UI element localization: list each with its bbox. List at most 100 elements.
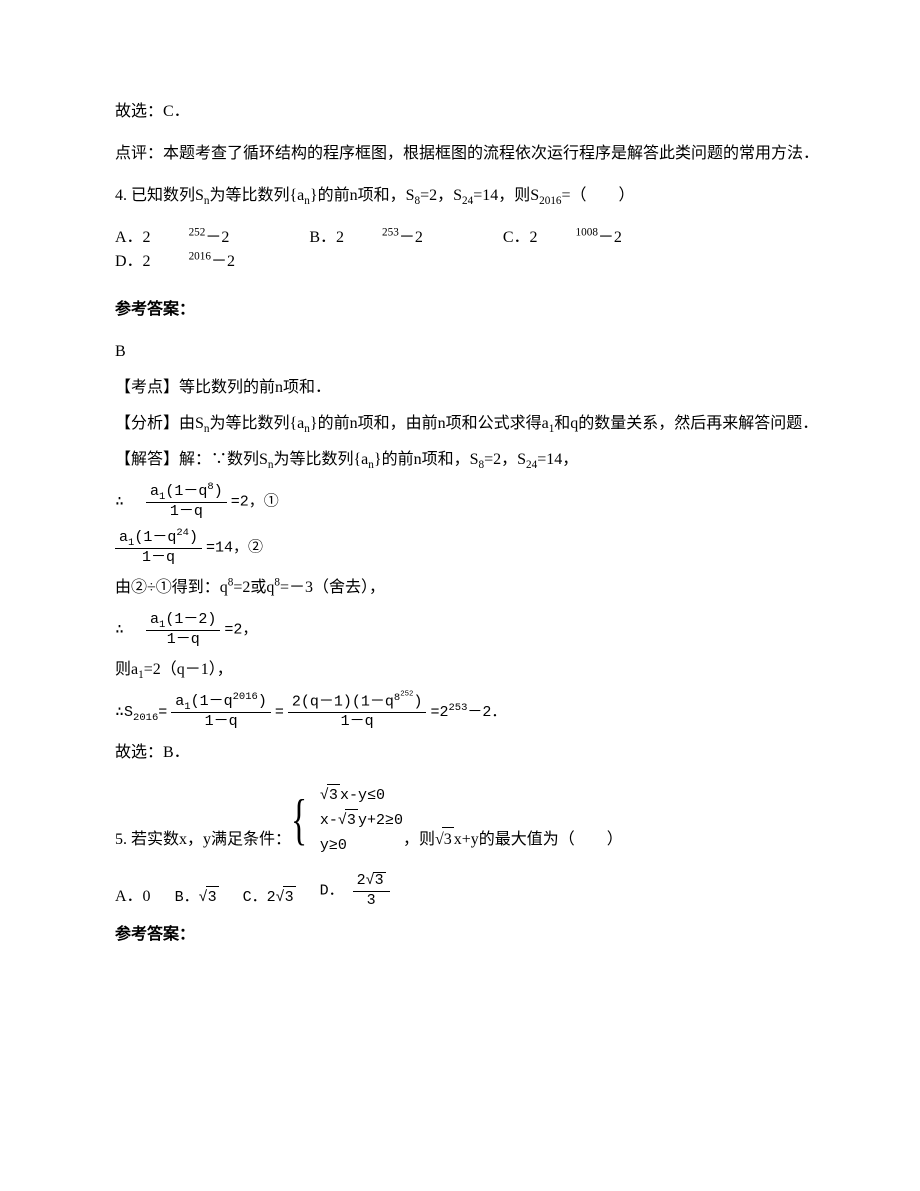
fx-a: 【分析】由S: [115, 415, 204, 432]
q5tc: x+y的最大值为（ ）: [454, 831, 623, 848]
s1b: 3: [327, 784, 340, 808]
eq3-suf: =2，: [224, 622, 257, 639]
q4-option-d: D．2 2016－2: [115, 250, 273, 274]
sf2e2: 252: [400, 690, 413, 698]
equation-2: a1(1－q24) 1－q =14，②: [115, 530, 820, 566]
q4-analysis: 【分析】由Sn为等比数列{an}的前n项和，由前n项和公式求得a1和q的数量关系…: [115, 412, 820, 436]
eq2-num: a1(1－q24): [115, 530, 202, 549]
q5-options: A．0 B．√3 C．2√3 D． 2√3 3: [115, 872, 820, 909]
fx-c: }的前n项和，由前n项和公式求得a: [310, 415, 549, 432]
q4d-exp: 2016: [189, 251, 211, 263]
q4-option-a: A．2 252－2: [115, 226, 267, 250]
q4a-exp: 252: [189, 227, 206, 239]
q4-stem-a: 4. 已知数列S: [115, 187, 204, 204]
q5-system: { √3x-y≤0 x-√3y+2≥0 y≥0: [291, 783, 403, 859]
sf2e: 8252: [394, 692, 414, 704]
q5d-num: 2√3: [353, 872, 390, 892]
s1c: x-y≤0: [340, 787, 385, 804]
q4b-pre: B．2: [309, 226, 344, 250]
s2016-frac2: 2(q－1)(1－q8252) 1－q: [288, 694, 427, 731]
eq1-pre: ∴: [115, 494, 124, 511]
s2016-eq2: =: [275, 704, 284, 721]
q5ba: B．√: [175, 889, 208, 906]
q4-topic: 【考点】等比数列的前n项和．: [115, 376, 820, 400]
equation-1: ∴ a1(1－q8) 1－q =2，①: [115, 484, 820, 520]
q4d-suf: －2: [211, 250, 235, 274]
sys-line-3: y≥0: [320, 834, 403, 859]
jd-c: }的前n项和，S: [374, 451, 479, 468]
s2016-pre-sub: 2016: [133, 712, 158, 724]
dl-b: =2或q: [233, 579, 274, 596]
s2016-pre-t: ∴S: [115, 704, 133, 721]
system-lines: √3x-y≤0 x-√3y+2≥0 y≥0: [320, 783, 403, 859]
s2016-f2-num: 2(q－1)(1－q8252): [288, 694, 427, 713]
eq2-fraction: a1(1－q24) 1－q: [115, 530, 202, 566]
eq3-pre: ∴: [115, 622, 124, 639]
sf1b: (1－q: [191, 693, 233, 710]
division-line: 由②÷①得到：q8=2或q8=－3（舍去），: [115, 576, 820, 600]
sys-line-1: √3x-y≤0: [320, 783, 403, 809]
q5-lead: 5. 若实数x，y满足条件：: [115, 828, 291, 858]
eq2-num-a: a: [119, 529, 128, 546]
eq3-num: a1(1－2): [146, 612, 220, 631]
eq2-num-exp: 24: [176, 527, 189, 539]
s2016-f2-den: 1－q: [288, 713, 427, 731]
q5dnb: 3: [373, 872, 386, 890]
q4-stem-c: }的前n项和，S: [310, 187, 415, 204]
q4b-exp: 253: [382, 227, 399, 239]
jd-b: 为等比数列{a: [274, 451, 369, 468]
sys-line-2: x-√3y+2≥0: [320, 808, 403, 834]
q4-solution-line1: 【解答】解：∵数列Sn为等比数列{an}的前n项和，S8=2，S24=14，: [115, 448, 820, 472]
equation-3: ∴ a1(1－2) 1－q =2，: [115, 612, 820, 648]
sub-2016: 2016: [539, 195, 561, 207]
q5-optd-frac: 2√3 3: [353, 872, 390, 909]
reference-answer-label-1: 参考答案：: [115, 298, 820, 322]
eq2-den: 1－q: [115, 549, 202, 567]
q5ta: ，则√: [403, 831, 444, 848]
eq1-num-b: (1－q: [165, 483, 207, 500]
sf1a: a: [175, 693, 184, 710]
jd-a: 【解答】解：∵数列S: [115, 451, 268, 468]
q5-stem: 5. 若实数x，y满足条件： { √3x-y≤0 x-√3y+2≥0 y≥0 ，…: [115, 783, 820, 859]
fx-b: 为等比数列{a: [210, 415, 305, 432]
eq3na: a: [150, 611, 159, 628]
q4-stem-b: 为等比数列{a: [210, 187, 305, 204]
jd-sub4: 24: [526, 459, 537, 471]
q5d-den: 3: [353, 892, 390, 910]
eq2-num-c: ): [189, 529, 198, 546]
left-brace-icon: {: [291, 783, 308, 859]
commentary: 点评：本题考查了循环结构的程序框图，根据框图的流程依次运行程序是解答此类问题的常…: [115, 142, 820, 166]
eq2-num-b: (1－q: [134, 529, 176, 546]
jd-d: =2，S: [484, 451, 526, 468]
s2016-res: =2253－2．: [430, 704, 506, 721]
q4a-pre: A．2: [115, 226, 151, 250]
jd-e: =14，: [537, 451, 578, 468]
a1-a: 则a: [115, 661, 138, 678]
eq3nb: (1－2): [165, 611, 216, 628]
sf1e: 2016: [233, 691, 258, 703]
eq1-den: 1－q: [146, 503, 227, 521]
sf2b: ): [413, 694, 422, 711]
q5-tail: ，则√3x+y的最大值为（ ）: [403, 827, 623, 858]
q5-option-d: D． 2√3 3: [320, 872, 390, 909]
sresa: =2: [430, 704, 448, 721]
s2016-f1-num: a1(1－q2016): [171, 694, 271, 713]
s2a: x-√: [320, 812, 347, 829]
sresb: －2．: [467, 704, 506, 721]
q4-stem-d: =2，S: [420, 187, 462, 204]
q4a-suf: －2: [205, 226, 229, 250]
s2016-frac1: a1(1－q2016) 1－q: [171, 694, 271, 730]
q4-answer-letter: B: [115, 340, 820, 364]
q4d-pre: D．2: [115, 250, 151, 274]
q5-option-b: B．√3: [175, 886, 219, 910]
eq3-den: 1－q: [146, 631, 220, 649]
eq1-num-a: a: [150, 483, 159, 500]
fx-d: 和q的数量关系，然后再来解答问题．: [554, 415, 818, 432]
sf1c: ): [258, 693, 267, 710]
q5cb: 3: [283, 886, 296, 910]
sf2a: 2(q－1)(1－q: [292, 694, 394, 711]
s2016-f1-den: 1－q: [171, 713, 271, 731]
eq1-fraction: a1(1－q8) 1－q: [146, 484, 227, 520]
q4-stem-e: =14，则S: [473, 187, 539, 204]
q4c-pre: C．2: [503, 226, 538, 250]
